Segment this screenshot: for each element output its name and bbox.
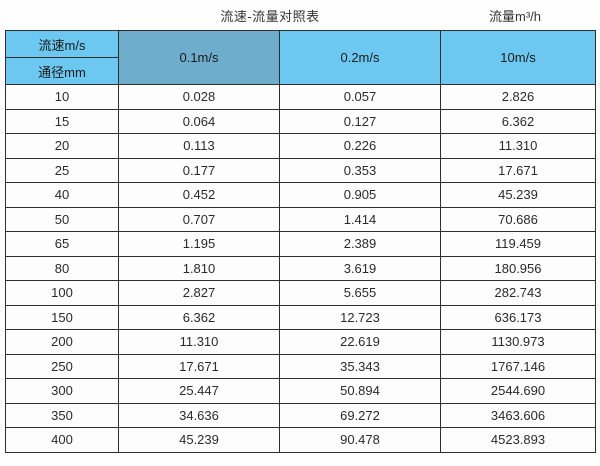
table-header: 流速m/s 0.1m/s 0.2m/s 10m/s 通径mm (5, 30, 596, 85)
diameter-cell: 50 (5, 206, 119, 232)
diameter-cell: 65 (5, 231, 119, 257)
value-cell: 17.671 (440, 157, 596, 183)
value-cell: 6.362 (440, 108, 596, 134)
value-cell: 45.239 (118, 427, 280, 453)
value-cell: 2544.690 (440, 378, 596, 404)
flow-rate-table: 流速m/s 0.1m/s 0.2m/s 10m/s 通径mm 10 0.028 0.… (5, 30, 596, 453)
diameter-cell: 100 (5, 280, 119, 306)
value-cell: 34.636 (118, 402, 280, 428)
value-cell: 50.894 (279, 378, 441, 404)
table-row: 150 6.362 12.723 636.173 (5, 304, 596, 330)
value-cell: 22.619 (279, 329, 441, 355)
diameter-cell: 300 (5, 378, 119, 404)
value-cell: 3.619 (279, 255, 441, 281)
value-cell: 3463.606 (440, 402, 596, 428)
value-cell: 90.478 (279, 427, 441, 453)
header-row-diameter: 通径mm (5, 57, 596, 85)
value-cell: 12.723 (279, 304, 441, 330)
value-cell: 0.353 (279, 157, 441, 183)
diameter-cell: 10 (5, 84, 119, 110)
value-cell: 0.113 (118, 133, 280, 159)
table-row: 350 34.636 69.272 3463.606 (5, 402, 596, 428)
diameter-cell: 20 (5, 133, 119, 159)
value-cell: 282.743 (440, 280, 596, 306)
table-row: 50 0.707 1.414 70.686 (5, 206, 596, 232)
diameter-cell: 150 (5, 304, 119, 330)
value-cell: 25.447 (118, 378, 280, 404)
table-row: 400 45.239 90.478 4523.893 (5, 427, 596, 453)
header-velocity-label: 流速m/s (5, 30, 119, 58)
value-cell: 0.226 (279, 133, 441, 159)
value-cell: 2.389 (279, 231, 441, 257)
table-row: 25 0.177 0.353 17.671 (5, 157, 596, 183)
value-cell: 4523.893 (440, 427, 596, 453)
diameter-cell: 15 (5, 108, 119, 134)
table-title: 流速-流量对照表 (220, 9, 320, 24)
value-cell: 17.671 (118, 353, 280, 379)
diameter-cell: 200 (5, 329, 119, 355)
value-cell: 0.127 (279, 108, 441, 134)
value-cell: 45.239 (440, 182, 596, 208)
table-row: 65 1.195 2.389 119.459 (5, 231, 596, 257)
diameter-cell: 250 (5, 353, 119, 379)
diameter-cell: 400 (5, 427, 119, 453)
value-cell: 0.905 (279, 182, 441, 208)
table-row: 80 1.810 3.619 180.956 (5, 255, 596, 281)
value-cell: 636.173 (440, 304, 596, 330)
header-col-10ms: 10m/s (440, 30, 596, 85)
value-cell: 119.459 (440, 231, 596, 257)
header-row-velocity: 流速m/s 0.1m/s 0.2m/s 10m/s (5, 30, 596, 85)
diameter-cell: 80 (5, 255, 119, 281)
header-col-0-1ms: 0.1m/s (118, 30, 280, 85)
flow-unit-label: 流量m³/h (488, 9, 541, 24)
value-cell: 1.810 (118, 255, 280, 281)
value-cell: 0.064 (118, 108, 280, 134)
titlebar: 流速-流量对照表 流量m³/h (0, 0, 600, 30)
value-cell: 1767.146 (440, 353, 596, 379)
diameter-cell: 25 (5, 157, 119, 183)
table-row: 10 0.028 0.057 2.826 (5, 84, 596, 110)
table-row: 250 17.671 35.343 1767.146 (5, 353, 596, 379)
value-cell: 35.343 (279, 353, 441, 379)
value-cell: 69.272 (279, 402, 441, 428)
value-cell: 0.452 (118, 182, 280, 208)
value-cell: 0.028 (118, 84, 280, 110)
diameter-cell: 350 (5, 402, 119, 428)
value-cell: 1.195 (118, 231, 280, 257)
table-row: 200 11.310 22.619 1130.973 (5, 329, 596, 355)
table-row: 100 2.827 5.655 282.743 (5, 280, 596, 306)
table-row: 300 25.447 50.894 2544.690 (5, 378, 596, 404)
value-cell: 5.655 (279, 280, 441, 306)
value-cell: 0.707 (118, 206, 280, 232)
table-row: 20 0.113 0.226 11.310 (5, 133, 596, 159)
value-cell: 180.956 (440, 255, 596, 281)
value-cell: 70.686 (440, 206, 596, 232)
value-cell: 1130.973 (440, 329, 596, 355)
table-body: 10 0.028 0.057 2.826 15 0.064 0.127 6.362 20 0.11… (5, 84, 596, 453)
table-row: 15 0.064 0.127 6.362 (5, 108, 596, 134)
value-cell: 11.310 (440, 133, 596, 159)
header-col-0-2ms: 0.2m/s (279, 30, 441, 85)
value-cell: 2.826 (440, 84, 596, 110)
value-cell: 1.414 (279, 206, 441, 232)
value-cell: 2.827 (118, 280, 280, 306)
value-cell: 11.310 (118, 329, 280, 355)
diameter-cell: 40 (5, 182, 119, 208)
value-cell: 0.057 (279, 84, 441, 110)
value-cell: 6.362 (118, 304, 280, 330)
header-diameter-label: 通径mm (5, 57, 119, 85)
table-row: 40 0.452 0.905 45.239 (5, 182, 596, 208)
value-cell: 0.177 (118, 157, 280, 183)
